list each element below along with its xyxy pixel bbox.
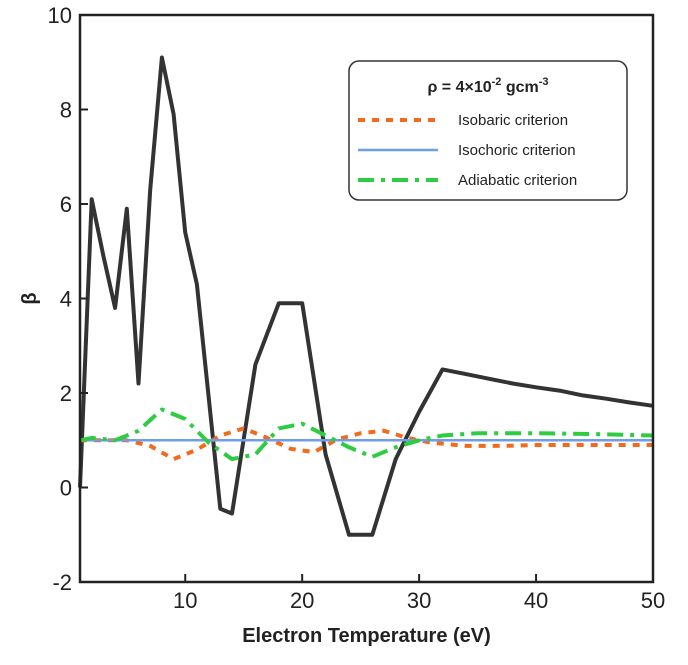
y-tick-label: 2 — [60, 381, 72, 406]
legend-title-exponent-2: -3 — [539, 76, 549, 88]
legend-entries: Isobaric criterion Isochoric criterion Adi… — [358, 112, 577, 189]
x-tick-label: 50 — [641, 588, 665, 613]
legend-label-2: Isochoric criterion — [458, 142, 576, 159]
legend-label-1: Isobaric criterion — [458, 112, 568, 129]
x-tick-label: 30 — [407, 588, 431, 613]
series-line-0 — [78, 55, 654, 537]
legend-title-unit: gcm — [501, 79, 538, 96]
series-line-3 — [79, 407, 654, 462]
y-tick-label: 10 — [48, 3, 72, 28]
y-tick-label: 4 — [60, 287, 72, 312]
x-tick-label: 10 — [173, 588, 197, 613]
y-tick-label: 6 — [60, 192, 72, 217]
y-axis-title: β — [19, 292, 41, 304]
y-tick-label: 0 — [60, 476, 72, 501]
legend: ρ = 4×10-2 gcm-3 Isobaric criterion Isoch… — [348, 60, 628, 201]
x-tick-label: 20 — [290, 588, 314, 613]
legend-box — [348, 60, 628, 201]
series-line-1 — [80, 426, 653, 462]
y-tick-label: -2 — [52, 570, 72, 595]
legend-title-prefix: ρ = 4×10 — [427, 79, 491, 96]
legend-label-3: Adiabatic criterion — [458, 172, 577, 189]
ticks-layer: 10 20 30 40 50 -2 0 2 4 6 8 10 — [48, 3, 666, 613]
x-tick-label: 40 — [524, 588, 548, 613]
y-tick-label: 8 — [60, 98, 72, 123]
x-axis-title: Electron Temperature (eV) — [242, 625, 491, 647]
legend-title-exponent-1: -2 — [492, 76, 502, 88]
legend-title: ρ = 4×10-2 gcm-3 — [427, 76, 548, 96]
series-layer — [78, 55, 654, 537]
